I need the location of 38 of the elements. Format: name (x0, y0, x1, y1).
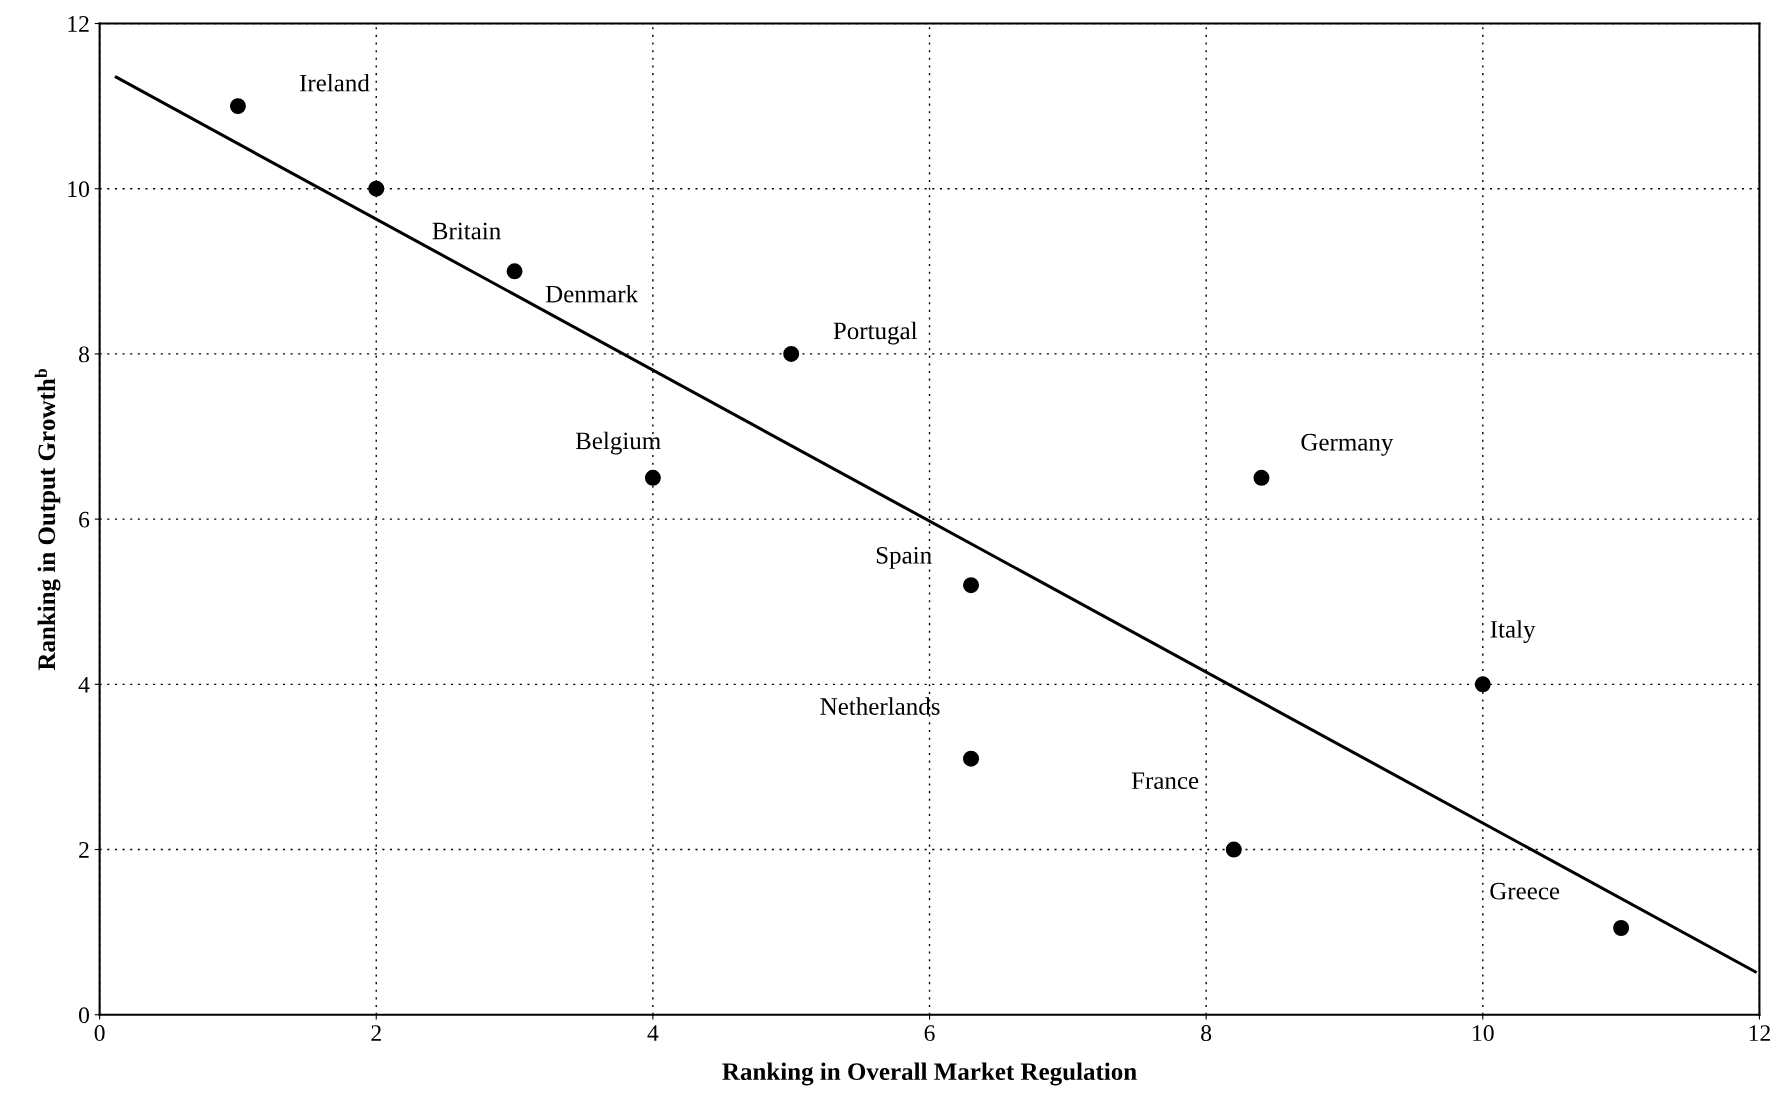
y-tick-label: 2 (79, 842, 89, 858)
x-tick-label: 2 (371, 1025, 381, 1041)
annotation: Spain (876, 546, 932, 569)
x-tick-label: 0 (94, 1025, 105, 1042)
annotation: Ireland (299, 73, 370, 92)
annotation: Belgium (575, 431, 661, 455)
point (368, 180, 385, 197)
y-tick-label: 6 (79, 511, 90, 528)
x-tick-label: 10 (1473, 1025, 1494, 1042)
y-tick-label: 10 (68, 181, 89, 198)
y-tick-label: 0 (79, 1007, 89, 1024)
y-tick-label: 12 (68, 16, 89, 32)
x-tick-label: 4 (647, 1025, 659, 1041)
point (644, 469, 661, 486)
annotation: Netherlands (820, 697, 940, 715)
point (963, 750, 980, 767)
annotation: France (1131, 772, 1199, 790)
point (229, 98, 246, 115)
point (1253, 469, 1270, 486)
point (1613, 920, 1630, 936)
annotation: Denmark (545, 284, 639, 303)
x-tick-label: 12 (1749, 1025, 1770, 1041)
point (506, 263, 523, 280)
annotation: Portugal (833, 321, 918, 345)
x-tick-label: 6 (924, 1025, 935, 1042)
y-tick-label: 8 (79, 346, 89, 363)
y-axis-title: Ranking in Output Growth$^{b}$ (34, 368, 61, 671)
point (963, 577, 980, 594)
point (1225, 841, 1242, 858)
annotation: Germany (1301, 433, 1394, 456)
annotation: Britain (432, 222, 501, 240)
annotation: Italy (1490, 620, 1536, 643)
x-tick-label: 8 (1201, 1025, 1212, 1042)
point (1474, 676, 1491, 693)
point (783, 345, 800, 362)
y-tick-label: 4 (78, 676, 90, 693)
annotation: Greece (1490, 882, 1560, 900)
x-axis-title: Ranking in Overall Market Regulation (722, 1062, 1137, 1086)
